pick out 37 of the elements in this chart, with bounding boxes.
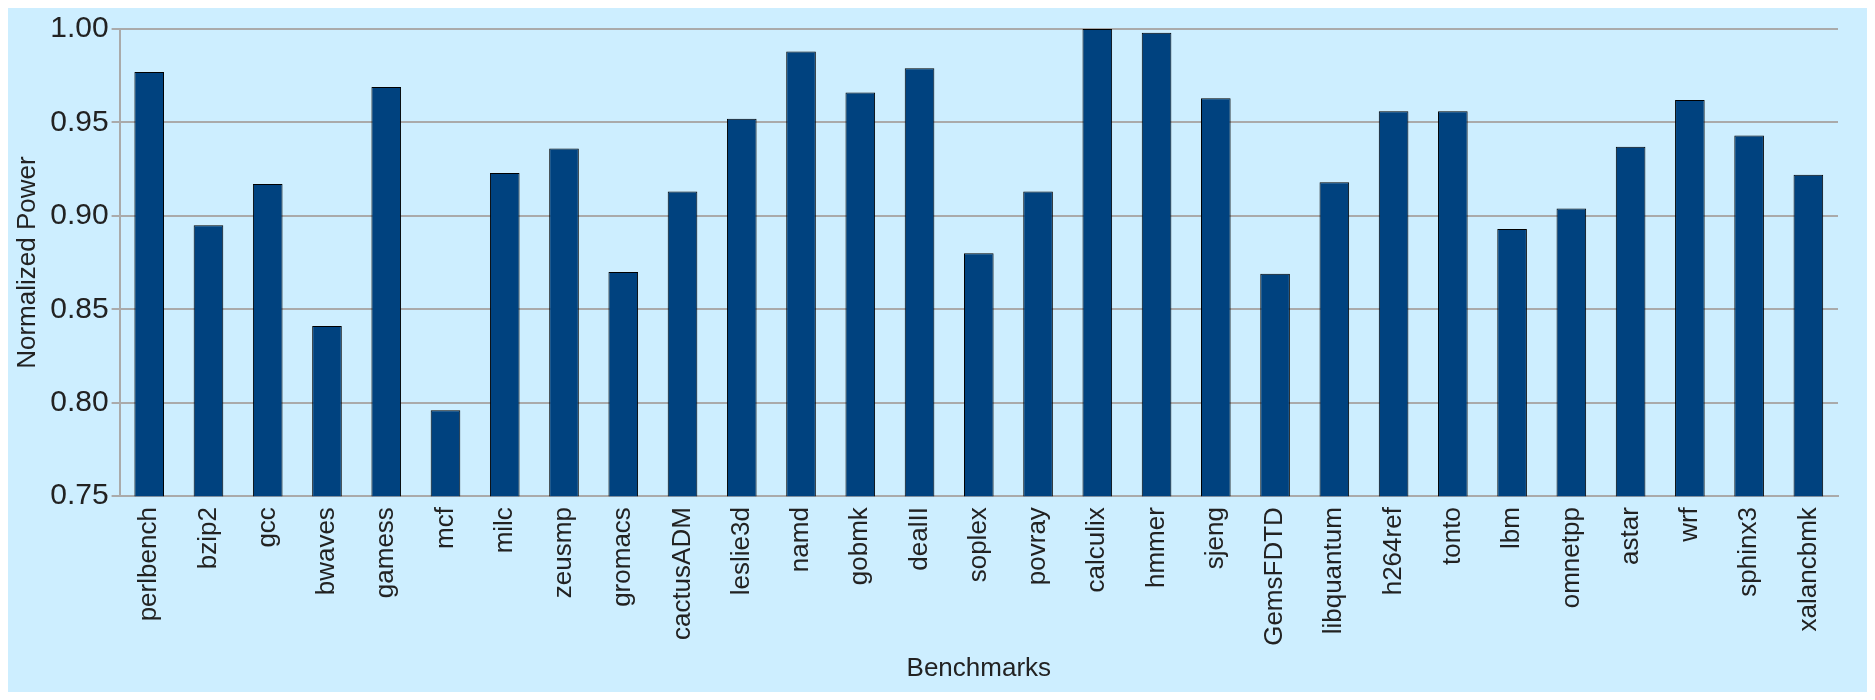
x-axis-title: Benchmarks	[906, 651, 1052, 682]
x-tick-label: tonto	[1436, 507, 1467, 565]
x-tick-label: namd	[784, 507, 815, 573]
x-tick-label: gobmk	[843, 506, 874, 586]
x-tick-label: povray	[1021, 507, 1052, 586]
x-tick-label: lbm	[1495, 507, 1526, 550]
y-tick-label: 0.85	[50, 290, 109, 324]
x-tick-label: h264ref	[1376, 506, 1407, 596]
x-tick-label: milc	[487, 507, 518, 554]
x-tick-label: perlbench	[132, 507, 163, 622]
x-tick-label: GemsFDTD	[1258, 507, 1289, 646]
x-tick-label: omnetpp	[1554, 507, 1585, 609]
y-tick-label: 1.00	[50, 10, 109, 44]
x-tick-label: gromacs	[606, 507, 637, 607]
x-tick-label: hmmer	[1139, 506, 1170, 589]
x-tick-label: zeusmp	[547, 507, 578, 599]
x-tick-label: sjeng	[1198, 507, 1229, 570]
y-axis-title: Normalized Power	[10, 156, 41, 369]
x-tick-label: sphinx3	[1732, 507, 1763, 597]
x-tick-label: calculix	[1080, 507, 1111, 593]
x-tick-label: bwaves	[310, 507, 341, 596]
x-tick-label: dealII	[902, 507, 933, 571]
y-tick-label: 0.75	[50, 477, 109, 511]
x-tick-label: cactusADM	[665, 507, 696, 641]
x-tick-label: leslie3d	[724, 507, 755, 596]
x-tick-label: bzip2	[191, 507, 222, 570]
x-tick-label: soplex	[961, 507, 992, 583]
x-tick-label: astar	[1613, 506, 1644, 565]
x-tick-label: gamess	[369, 507, 400, 599]
x-tick-label: libquantum	[1317, 507, 1348, 635]
x-tick-label: mcf	[428, 506, 459, 550]
y-tick-label: 0.90	[50, 197, 109, 231]
y-tick-label: 0.80	[50, 383, 109, 417]
x-tick-label: xalancbmk	[1791, 506, 1822, 632]
x-tick-label: gcc	[250, 507, 281, 548]
y-tick-label: 0.95	[50, 103, 109, 137]
x-tick-label: wrf	[1673, 506, 1704, 543]
